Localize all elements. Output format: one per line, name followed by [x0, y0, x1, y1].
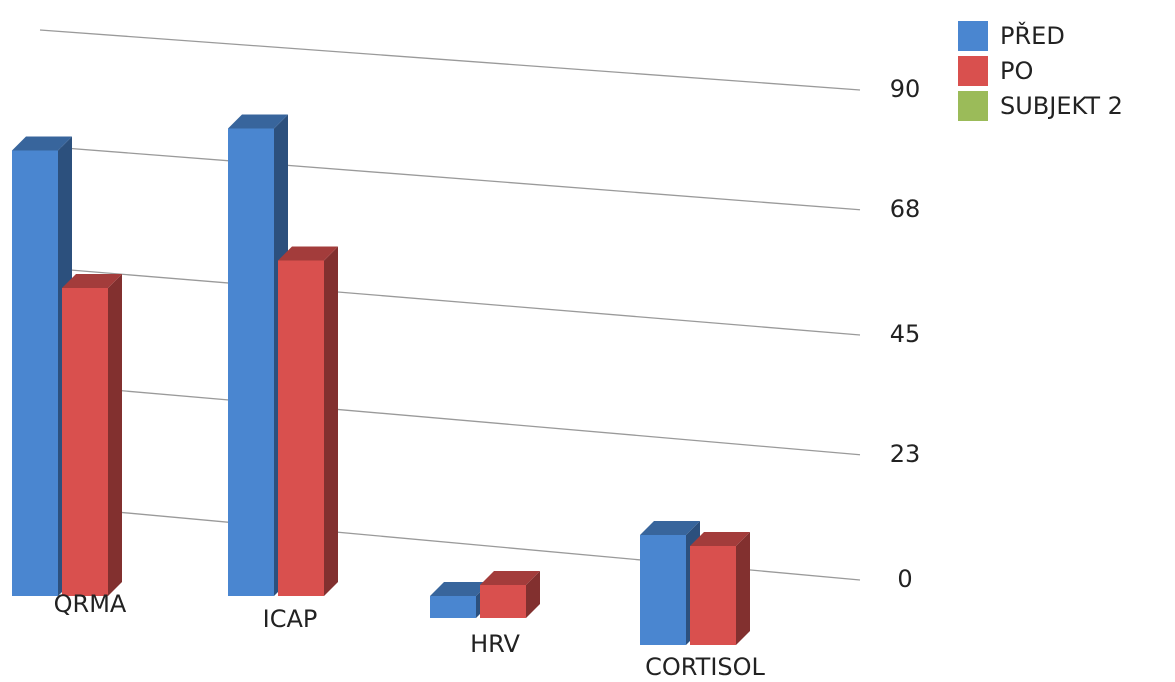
bar-front — [640, 535, 686, 645]
bar-side — [324, 246, 338, 596]
bar — [690, 532, 750, 645]
bar-top — [62, 274, 122, 288]
bar-front — [228, 128, 274, 596]
bar-front — [12, 150, 58, 596]
legend-swatch — [958, 91, 988, 121]
y-tick-label: 68 — [890, 195, 921, 223]
bar-front — [62, 288, 108, 596]
bar-front — [480, 585, 526, 618]
legend-swatch — [958, 21, 988, 51]
bar — [278, 246, 338, 596]
bar-top — [228, 114, 288, 129]
x-tick-label: ICAP — [263, 605, 318, 633]
bar-side — [526, 571, 540, 618]
grid-line — [39, 145, 861, 211]
bar-top — [278, 246, 338, 261]
bar — [480, 571, 540, 618]
x-tick-label: HRV — [470, 630, 520, 658]
bar-side — [736, 532, 750, 645]
bar-front — [690, 546, 736, 645]
bar-top — [640, 521, 700, 535]
grid-line — [39, 382, 861, 456]
y-tick-label: 0 — [897, 565, 912, 593]
bar-top — [480, 571, 540, 585]
y-tick-label: 23 — [890, 440, 921, 468]
bar — [228, 114, 288, 596]
legend-swatch — [958, 56, 988, 86]
bar-top — [690, 532, 750, 546]
x-tick-label: QRMA — [54, 590, 127, 618]
legend-label: PŘED — [1000, 21, 1065, 50]
legend-label: SUBJEKT 2 — [1000, 92, 1123, 120]
y-tick-label: 45 — [890, 320, 921, 348]
bar-side — [108, 274, 122, 596]
bar-top — [430, 582, 490, 596]
bar-front — [278, 260, 324, 596]
bar — [62, 274, 122, 596]
bar-top — [12, 136, 72, 151]
x-tick-label: CORTISOL — [645, 653, 765, 681]
grid-line — [39, 29, 861, 91]
legend-label: PO — [1000, 57, 1033, 85]
y-tick-label: 90 — [890, 75, 921, 103]
grid-line — [39, 266, 861, 336]
bar-front — [430, 596, 476, 618]
